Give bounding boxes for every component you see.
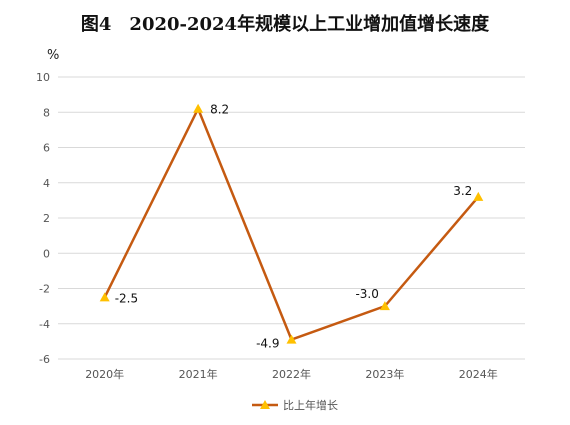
chart-title: 图4 2020-2024年规模以上工业增加值增长速度: [80, 14, 490, 35]
y-axis-ticks: 10 8 6 4 2 0 -2 -4 -6: [36, 71, 50, 366]
legend: 比上年增长: [252, 398, 338, 412]
legend-marker-swatch: [260, 400, 270, 409]
y-tick-label: 2: [43, 212, 50, 225]
data-label: 8.2: [210, 103, 229, 117]
y-tick-label: 4: [43, 177, 50, 190]
y-tick-label: 8: [43, 106, 50, 119]
y-tick-label: -4: [39, 318, 50, 331]
series-layer: [99, 103, 484, 344]
y-tick-label: 6: [43, 142, 50, 155]
x-tick-label: 2022年: [272, 367, 311, 381]
y-tick-label: -6: [39, 353, 50, 366]
y-tick-label: 10: [36, 71, 50, 84]
data-point: [193, 103, 204, 113]
data-point: [473, 191, 484, 201]
x-tick-label: 2020年: [85, 367, 124, 381]
x-axis-ticks: 2020年 2021年 2022年 2023年 2024年: [85, 367, 498, 381]
data-label: 3.2: [453, 184, 472, 198]
data-label: -2.5: [115, 291, 138, 305]
data-point: [286, 334, 297, 344]
legend-label: 比上年增长: [283, 398, 338, 412]
series-line: [103, 107, 480, 341]
y-unit-label: %: [47, 48, 59, 63]
x-tick-label: 2021年: [179, 367, 218, 381]
grid-lines: [58, 76, 525, 360]
data-label: -4.9: [256, 337, 279, 351]
data-label: -3.0: [355, 287, 378, 301]
y-tick-label: -2: [39, 283, 50, 296]
x-tick-label: 2024年: [459, 367, 498, 381]
data-labels: -2.5 8.2 -4.9 -3.0 3.2: [115, 103, 473, 351]
data-point: [99, 292, 110, 302]
data-point: [379, 301, 390, 311]
x-tick-label: 2023年: [365, 367, 404, 381]
y-tick-label: 0: [43, 247, 50, 260]
